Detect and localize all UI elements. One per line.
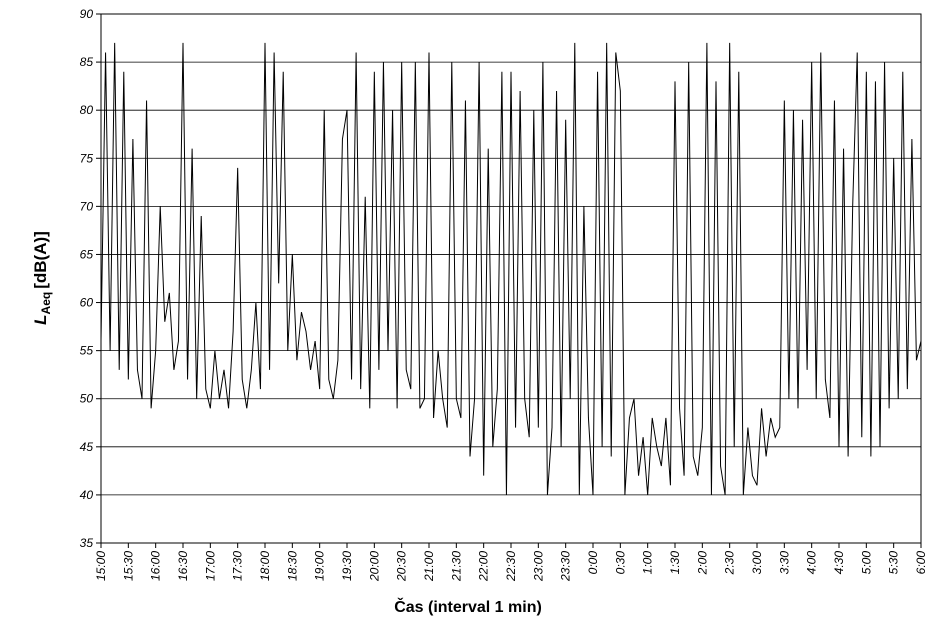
x-tick-label: 16:30 (176, 551, 190, 581)
y-tick-label: 80 (80, 103, 94, 117)
y-tick-label: 50 (80, 392, 94, 406)
x-tick-label: 4:30 (832, 551, 846, 575)
y-tick-label: 60 (80, 296, 94, 310)
x-tick-label: 15:30 (121, 551, 135, 581)
x-tick-label: 3:00 (750, 551, 764, 575)
x-tick-label: 23:30 (559, 551, 573, 582)
x-tick-label: 5:00 (859, 551, 873, 575)
y-tick-label: 75 (80, 151, 94, 165)
y-label-main: L (31, 314, 50, 324)
x-tick-label: 5:30 (887, 551, 901, 575)
x-tick-label: 20:00 (367, 551, 381, 582)
x-tick-label: 21:00 (422, 551, 436, 582)
x-tick-label: 6:00 (914, 551, 928, 575)
x-tick-label: 15:00 (94, 551, 108, 581)
x-tick-label: 1:30 (668, 551, 682, 575)
y-label-sub: Aeq (39, 292, 53, 315)
x-tick-label: 0:30 (613, 551, 627, 575)
x-tick-label: 4:00 (805, 551, 819, 575)
x-tick-label: 1:00 (641, 551, 655, 575)
y-tick-label: 40 (80, 488, 94, 502)
y-tick-label: 70 (80, 199, 94, 213)
plot-border (100, 13, 922, 544)
y-tick-label: 35 (80, 536, 94, 550)
y-tick-label: 65 (80, 247, 94, 261)
x-axis-label: Čas (interval 1 min) (394, 597, 542, 616)
x-tick-label: 22:30 (504, 551, 518, 582)
x-tick-label: 0:00 (586, 551, 600, 575)
x-tick-label: 21:30 (449, 551, 463, 582)
x-tick-label: 23:00 (531, 551, 545, 582)
x-tick-label: 16:00 (149, 551, 163, 581)
data-line (100, 42, 922, 495)
x-tick-label: 2:00 (695, 551, 709, 576)
y-tick-label: 55 (80, 344, 94, 358)
y-tick-label: 85 (80, 55, 94, 69)
x-tick-label: 22:00 (477, 551, 491, 582)
y-tick-label: 45 (80, 440, 94, 454)
x-tick-label: 17:00 (203, 551, 217, 581)
x-tick-label: 3:30 (777, 551, 791, 575)
x-tick-label: 19:00 (313, 551, 327, 581)
x-tick-label: 19:30 (340, 551, 354, 581)
y-tick-label: 90 (80, 7, 94, 21)
y-label-unit: [dB(A)] (31, 231, 50, 289)
y-axis-label: LAeq [dB(A)] (31, 231, 53, 325)
x-tick-label: 17:30 (231, 551, 245, 581)
x-tick-label: 18:30 (285, 551, 299, 581)
x-tick-label: 18:00 (258, 551, 272, 581)
x-tick-label: 20:30 (395, 551, 409, 582)
x-tick-label: 2:30 (723, 551, 737, 576)
